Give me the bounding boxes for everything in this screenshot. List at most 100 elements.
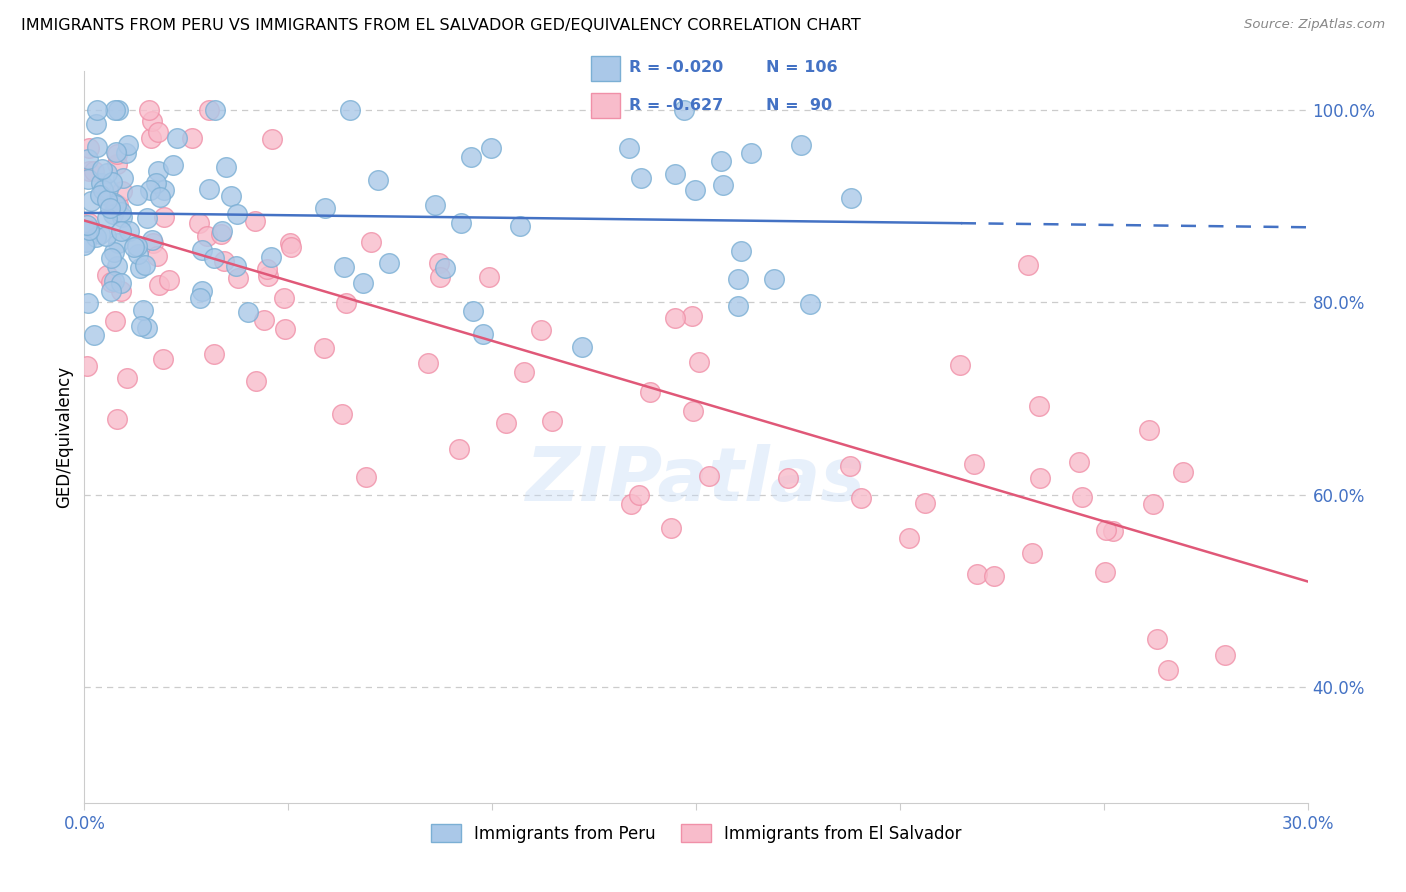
- Point: [107, 103, 129, 117]
- Point: [148, 164, 170, 178]
- FancyBboxPatch shape: [592, 93, 620, 119]
- Point: [100, 175, 122, 189]
- Point: [1071, 490, 1094, 504]
- Point: [96, 211, 118, 225]
- Point: [339, 103, 361, 117]
- Point: [273, 291, 295, 305]
- Point: [238, 305, 260, 319]
- Point: [966, 566, 988, 581]
- Point: [790, 138, 813, 153]
- Point: [202, 251, 225, 265]
- Point: [617, 141, 640, 155]
- Point: [110, 284, 132, 298]
- Point: [898, 531, 921, 545]
- Point: [107, 198, 129, 212]
- Point: [111, 184, 134, 198]
- Point: [138, 103, 160, 117]
- Point: [105, 146, 128, 161]
- Point: [181, 131, 204, 145]
- Point: [86, 103, 108, 117]
- Point: [96, 268, 118, 283]
- Point: [1095, 523, 1118, 537]
- Point: [134, 258, 156, 272]
- Point: [274, 322, 297, 336]
- Y-axis label: GED/Equivalency: GED/Equivalency: [55, 366, 73, 508]
- Point: [983, 569, 1005, 583]
- Point: [76, 359, 98, 373]
- Point: [77, 163, 100, 178]
- Text: IMMIGRANTS FROM PERU VS IMMIGRANTS FROM EL SALVADOR GED/EQUIVALENCY CORRELATION : IMMIGRANTS FROM PERU VS IMMIGRANTS FROM …: [21, 18, 860, 33]
- Point: [125, 239, 148, 253]
- Point: [841, 191, 863, 205]
- Point: [103, 196, 125, 211]
- Point: [100, 284, 122, 298]
- Point: [127, 247, 149, 261]
- Point: [433, 260, 456, 275]
- Point: [461, 304, 484, 318]
- Point: [252, 313, 274, 327]
- Point: [335, 296, 357, 310]
- Point: [314, 341, 336, 355]
- Point: [135, 321, 157, 335]
- Point: [1137, 423, 1160, 437]
- Text: R = -0.020: R = -0.020: [628, 61, 723, 76]
- Legend: Immigrants from Peru, Immigrants from El Salvador: Immigrants from Peru, Immigrants from El…: [423, 818, 969, 849]
- Point: [620, 498, 643, 512]
- Point: [710, 153, 733, 168]
- Point: [97, 181, 120, 195]
- Point: [367, 173, 389, 187]
- Point: [226, 271, 249, 285]
- Point: [416, 356, 439, 370]
- Point: [664, 311, 686, 326]
- Point: [103, 244, 125, 259]
- Point: [479, 141, 502, 155]
- Point: [139, 183, 162, 197]
- Point: [142, 236, 165, 251]
- Point: [727, 272, 749, 286]
- Point: [799, 297, 821, 311]
- Point: [839, 459, 862, 474]
- Point: [191, 243, 214, 257]
- Point: [460, 150, 482, 164]
- Point: [672, 103, 695, 117]
- Point: [1213, 648, 1236, 662]
- Point: [104, 103, 127, 117]
- Point: [423, 198, 446, 212]
- Point: [713, 178, 735, 193]
- Point: [1029, 471, 1052, 485]
- Point: [225, 259, 247, 273]
- Point: [195, 228, 218, 243]
- Point: [762, 272, 785, 286]
- Point: [219, 189, 242, 203]
- Point: [478, 269, 501, 284]
- Point: [105, 411, 128, 425]
- Point: [638, 384, 661, 399]
- Point: [77, 216, 100, 230]
- Point: [1146, 632, 1168, 647]
- Point: [145, 176, 167, 190]
- Point: [101, 207, 124, 221]
- Point: [1028, 399, 1050, 413]
- Point: [256, 262, 278, 277]
- Point: [1017, 258, 1039, 272]
- Point: [129, 260, 152, 275]
- Point: [84, 117, 107, 131]
- Point: [104, 314, 127, 328]
- Point: [360, 235, 382, 249]
- Point: [105, 198, 128, 212]
- Point: [94, 228, 117, 243]
- Point: [245, 374, 267, 388]
- Point: [262, 131, 284, 145]
- Point: [84, 230, 107, 244]
- Point: [352, 276, 374, 290]
- Point: [115, 370, 138, 384]
- Point: [153, 183, 176, 197]
- Point: [243, 214, 266, 228]
- Point: [111, 210, 134, 224]
- Point: [110, 205, 132, 219]
- Point: [260, 250, 283, 264]
- Point: [91, 162, 114, 177]
- Point: [682, 404, 704, 418]
- Point: [776, 471, 799, 485]
- Point: [204, 103, 226, 117]
